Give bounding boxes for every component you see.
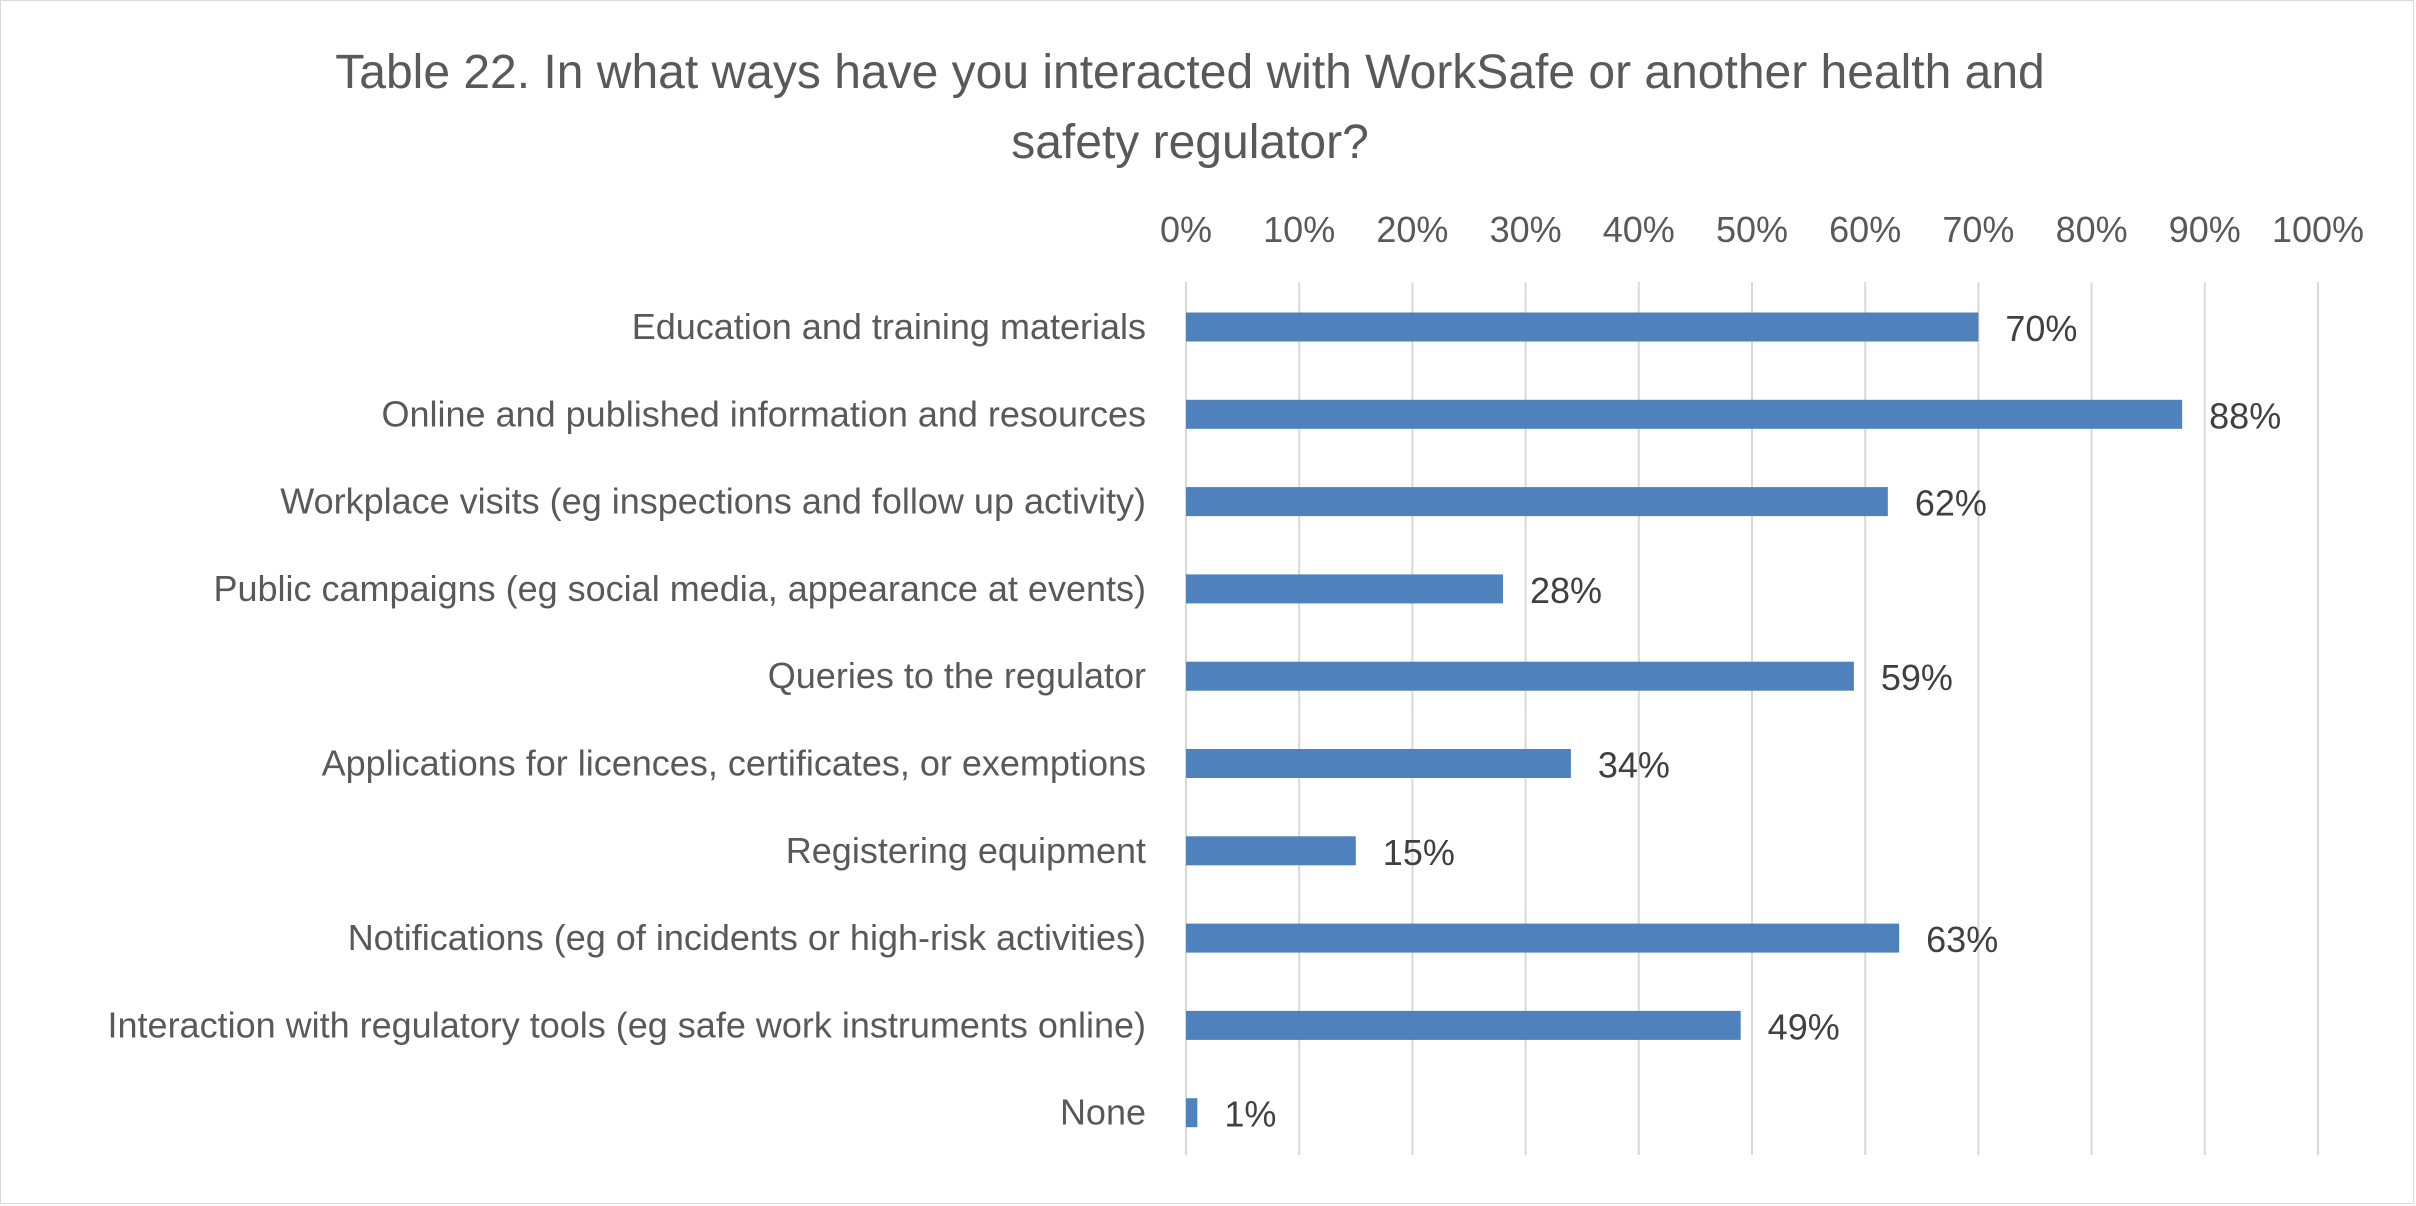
x-tick-label: 0% bbox=[1160, 209, 1212, 250]
data-label: 59% bbox=[1881, 657, 1953, 698]
category-label: Applications for licences, certificates,… bbox=[322, 743, 1146, 784]
x-tick-label: 60% bbox=[1829, 209, 1901, 250]
category-label: Public campaigns (eg social media, appea… bbox=[213, 568, 1146, 609]
data-label: 88% bbox=[2209, 395, 2281, 436]
bar bbox=[1186, 574, 1503, 604]
x-axis-tick-labels: 0% 10% 20% 30% 40% 50% 60% 70% 80% 90% 100% bbox=[1160, 209, 2364, 250]
bar bbox=[1186, 1098, 1198, 1128]
data-label: 28% bbox=[1530, 570, 1602, 611]
x-tick-label: 70% bbox=[1942, 209, 2014, 250]
bar bbox=[1186, 923, 1900, 953]
category-label: None bbox=[1060, 1092, 1146, 1133]
data-label: 70% bbox=[2005, 308, 2077, 349]
data-label: 1% bbox=[1224, 1094, 1276, 1135]
bar bbox=[1186, 749, 1571, 778]
x-tick-label: 50% bbox=[1716, 209, 1788, 250]
bar bbox=[1186, 399, 2183, 429]
bar bbox=[1186, 836, 1356, 866]
x-tick-label: 30% bbox=[1490, 209, 1562, 250]
bar bbox=[1186, 312, 1979, 342]
category-labels: Education and training materials Online a… bbox=[108, 306, 1146, 1133]
chart-title: Table 22. In what ways have you interact… bbox=[200, 38, 2180, 178]
category-label: Workplace visits (eg inspections and fol… bbox=[280, 481, 1146, 522]
category-label: Education and training materials bbox=[632, 306, 1146, 347]
category-label: Interaction with regulatory tools (eg sa… bbox=[108, 1004, 1146, 1045]
x-tick-label: 40% bbox=[1603, 209, 1675, 250]
x-tick-label: 80% bbox=[2056, 209, 2128, 250]
chart-title-line-2: safety regulator? bbox=[1011, 116, 1369, 169]
x-tick-label: 20% bbox=[1376, 209, 1448, 250]
category-label: Notifications (eg of incidents or high-r… bbox=[348, 917, 1146, 958]
category-label: Queries to the regulator bbox=[768, 655, 1146, 696]
value-labels: 70% 88% 62% 28% 59% 34% 15% 63% 49% 1% bbox=[1224, 308, 2281, 1135]
data-label: 62% bbox=[1915, 483, 1987, 524]
x-tick-label: 100% bbox=[2272, 209, 2364, 250]
category-label: Online and published information and res… bbox=[382, 393, 1146, 434]
x-tick-label: 90% bbox=[2169, 209, 2241, 250]
chart-title-line-1: Table 22. In what ways have you interact… bbox=[335, 46, 2045, 99]
category-label: Registering equipment bbox=[786, 830, 1146, 871]
bars bbox=[1186, 312, 2183, 1128]
bar bbox=[1186, 487, 1888, 517]
bar bbox=[1186, 661, 1854, 691]
data-label: 15% bbox=[1383, 832, 1455, 873]
x-tick-label: 10% bbox=[1263, 209, 1335, 250]
bar bbox=[1186, 1010, 1741, 1040]
data-label: 34% bbox=[1598, 745, 1670, 786]
data-label: 49% bbox=[1768, 1006, 1840, 1047]
data-label: 63% bbox=[1926, 919, 1998, 960]
